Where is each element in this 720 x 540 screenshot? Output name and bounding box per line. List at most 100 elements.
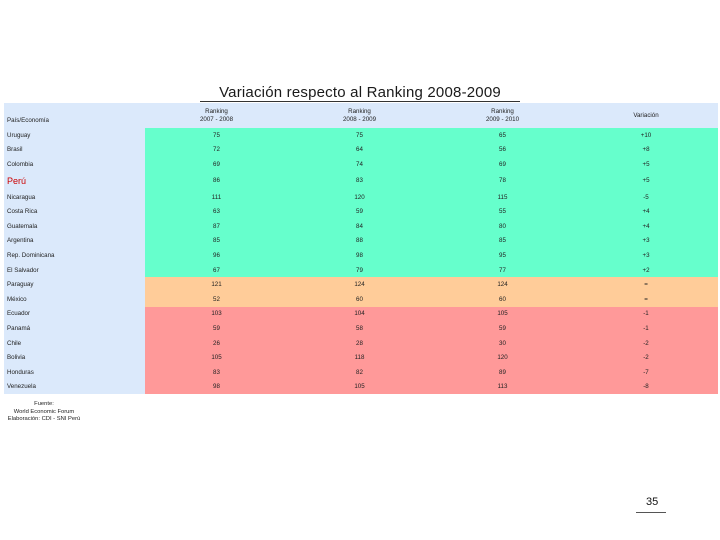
ranking-2008-2009-cell: 105 [288, 379, 431, 395]
slide-title: Variación respecto al Ranking 2008-2009 [219, 84, 501, 101]
ranking-2007-2008-cell: 26 [145, 335, 288, 351]
country-cell: México [4, 291, 145, 307]
ranking-2008-2009-cell: 84 [288, 218, 431, 234]
ranking-2007-2008-cell: 86 [145, 171, 288, 190]
country-cell: Costa Rica [4, 204, 145, 219]
ranking-2009-2010-cell: 59 [431, 321, 574, 336]
variation-cell: -5 [574, 189, 718, 205]
variation-cell: +3 [574, 248, 718, 263]
country-cell: Venezuela [4, 379, 145, 395]
table-row: Panamá 59 58 59 -1 [4, 321, 718, 336]
table-row: Rep. Dominicana 96 98 95 +3 [4, 248, 718, 263]
country-cell: El Salvador [4, 262, 145, 278]
ranking-2007-2008-cell: 72 [145, 142, 288, 158]
table-row: Honduras 83 82 89 -7 [4, 364, 718, 380]
ranking-2009-2010-cell: 120 [431, 350, 574, 365]
ranking-2008-2009-cell: 120 [288, 189, 431, 205]
variation-cell: +5 [574, 157, 718, 172]
variation-cell: -1 [574, 321, 718, 336]
ranking-2008-2009-cell: 79 [288, 262, 431, 278]
ranking-2009-2010-cell: 85 [431, 233, 574, 249]
ranking-2008-2009-cell: 124 [288, 277, 431, 292]
country-cell: Panamá [4, 321, 145, 336]
ranking-2007-2008-cell: 59 [145, 321, 288, 336]
ranking-2009-2010-cell: 105 [431, 306, 574, 322]
country-cell: Uruguay [4, 128, 145, 143]
table-row: Costa Rica 63 59 55 +4 [4, 204, 718, 219]
variation-cell: -2 [574, 335, 718, 351]
ranking-2007-2008-cell: 83 [145, 364, 288, 380]
variation-cell: +5 [574, 171, 718, 190]
ranking-2007-2008-cell: 63 [145, 204, 288, 219]
variation-cell: = [574, 291, 718, 307]
table-row: Argentina 85 88 85 +3 [4, 233, 718, 249]
variation-cell: = [574, 277, 718, 292]
ranking-2009-2010-cell: 89 [431, 364, 574, 380]
ranking-2007-2008-cell: 105 [145, 350, 288, 365]
table-row: Guatemala 87 84 80 +4 [4, 218, 718, 234]
ranking-2007-2008-cell: 103 [145, 306, 288, 322]
ranking-2008-2009-cell: 104 [288, 306, 431, 322]
country-cell: Perú [4, 171, 145, 190]
table-row: Colombia 69 74 69 +5 [4, 157, 718, 172]
table-row: Paraguay 121 124 124 = [4, 277, 718, 292]
ranking-2008-2009-cell: 82 [288, 364, 431, 380]
country-cell: Guatemala [4, 218, 145, 234]
ranking-2009-2010-cell: 78 [431, 171, 574, 190]
source-note: Fuente: World Economic Forum Elaboración… [4, 401, 84, 424]
ranking-2009-2010-cell: 56 [431, 142, 574, 158]
variation-cell: +4 [574, 204, 718, 219]
country-cell: Rep. Dominicana [4, 248, 145, 263]
header-ranking-2008-2009: Ranking 2008 - 2009 [288, 103, 431, 128]
ranking-2009-2010-cell: 80 [431, 218, 574, 234]
ranking-2008-2009-cell: 58 [288, 321, 431, 336]
table-header-row: País/Economía Ranking 2007 - 2008 Rankin… [4, 103, 718, 128]
table-row: Chile 26 28 30 -2 [4, 335, 718, 351]
ranking-2009-2010-cell: 30 [431, 335, 574, 351]
page-number-underline [636, 512, 666, 513]
ranking-2009-2010-cell: 69 [431, 157, 574, 172]
ranking-2007-2008-cell: 75 [145, 128, 288, 143]
ranking-2007-2008-cell: 96 [145, 248, 288, 263]
header-country: País/Economía [4, 103, 145, 128]
table-row: Perú 86 83 78 +5 [4, 171, 718, 190]
table-row: Bolivia 105 118 120 -2 [4, 350, 718, 365]
header-ranking-2009-2010: Ranking 2009 - 2010 [431, 103, 574, 128]
variation-cell: +3 [574, 233, 718, 249]
ranking-2007-2008-cell: 87 [145, 218, 288, 234]
country-cell: Bolivia [4, 350, 145, 365]
country-cell: Honduras [4, 364, 145, 380]
variation-cell: +10 [574, 128, 718, 143]
ranking-2008-2009-cell: 83 [288, 171, 431, 190]
source-elaboration: Elaboración: CDI - SNI Perú [7, 416, 81, 422]
ranking-2007-2008-cell: 85 [145, 233, 288, 249]
header-ranking-2007-2008: Ranking 2007 - 2008 [145, 103, 288, 128]
ranking-2009-2010-cell: 95 [431, 248, 574, 263]
ranking-table-container: País/Economía Ranking 2007 - 2008 Rankin… [4, 103, 718, 395]
ranking-2008-2009-cell: 118 [288, 350, 431, 365]
source-organization: World Economic Forum [13, 408, 75, 415]
variation-cell: +4 [574, 218, 718, 234]
ranking-2009-2010-cell: 60 [431, 291, 574, 307]
country-cell: Nicaragua [4, 189, 145, 205]
table-row: Ecuador 103 104 105 -1 [4, 306, 718, 322]
variation-cell: +8 [574, 142, 718, 158]
ranking-2007-2008-cell: 98 [145, 379, 288, 395]
variation-cell: -2 [574, 350, 718, 365]
country-cell: Ecuador [4, 306, 145, 322]
ranking-2008-2009-cell: 64 [288, 142, 431, 158]
ranking-2008-2009-cell: 60 [288, 291, 431, 307]
header-variation: Variación [574, 103, 718, 128]
variation-cell: -1 [574, 306, 718, 322]
table-row: Nicaragua 111 120 115 -5 [4, 189, 718, 205]
country-cell: Argentina [4, 233, 145, 249]
country-cell: Chile [4, 335, 145, 351]
table-row: Uruguay 75 75 65 +10 [4, 128, 718, 143]
ranking-2008-2009-cell: 75 [288, 128, 431, 143]
table-row: México 52 60 60 = [4, 291, 718, 307]
ranking-2009-2010-cell: 55 [431, 204, 574, 219]
table-row: El Salvador 67 79 77 +2 [4, 262, 718, 278]
variation-cell: -7 [574, 364, 718, 380]
country-cell: Brasil [4, 142, 145, 158]
ranking-2009-2010-cell: 65 [431, 128, 574, 143]
